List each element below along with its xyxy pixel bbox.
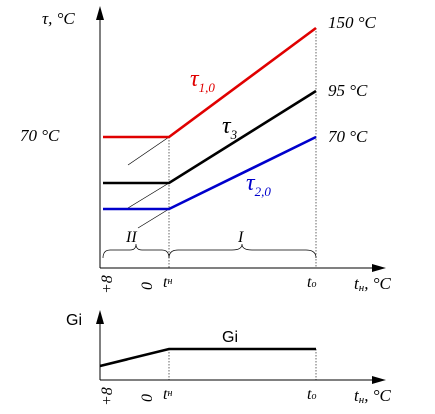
zone-2-brace — [102, 243, 170, 259]
top-x-axis-label: tн, °C — [354, 274, 392, 294]
zone-1-brace — [168, 243, 317, 259]
top-x-axis-label-unit: , °C — [364, 274, 391, 293]
tau2-curve — [103, 135, 317, 211]
bottom-chart: Gі Gі +8 0 tн tо tн, °C — [66, 310, 392, 406]
top-tick-zero: 0 — [139, 282, 156, 290]
top-x-axis-label-sub: н — [359, 282, 365, 294]
left-70c-label: 70 °C — [20, 126, 60, 145]
bottom-y-axis-arrow — [96, 310, 104, 324]
zone-2-label: II — [125, 229, 137, 246]
top-tick-tn: tн — [163, 274, 172, 291]
bottom-x-axis-label-unit: , °C — [364, 386, 391, 405]
tau3-label-sub: 3 — [230, 127, 238, 142]
bottom-x-axis-arrow — [372, 376, 386, 384]
bottom-x-axis-label: tн, °C — [354, 386, 392, 406]
tau3-label: τ3 — [222, 113, 238, 142]
right-label-150c: 150 °C — [328, 13, 377, 32]
tau1-label-sub: 1,0 — [199, 80, 216, 95]
tau1-label: τ1,0 — [190, 66, 215, 95]
bottom-tick-to-sub: о — [311, 391, 316, 402]
tau2-extrapolation — [137, 208, 170, 229]
zone-1-label: I — [237, 229, 244, 246]
top-tick-to: tо — [307, 274, 316, 291]
flow-curve-label: Gі — [222, 329, 238, 346]
top-tick-tn-base: t — [163, 274, 168, 291]
flow-curve — [99, 347, 316, 368]
tau3-label-symbol: τ — [222, 113, 232, 139]
top-tick-to-sub: о — [311, 279, 316, 290]
bottom-tick-tn: tн — [163, 386, 172, 403]
tau3-extrapolation — [127, 182, 170, 209]
bottom-tick-to-base: t — [307, 386, 312, 403]
top-x-axis-label-base: t — [354, 274, 360, 293]
top-x-axis-arrow — [372, 264, 386, 272]
top-chart: τ, °C 70 °C 150 °C 95 °C 70 °C τ1,0 τ3 τ… — [20, 6, 392, 294]
bottom-x-axis-label-sub: н — [359, 394, 365, 406]
bottom-tick-to: tо — [307, 386, 316, 403]
tau3-curve — [103, 89, 317, 185]
top-tick-to-base: t — [307, 274, 312, 291]
right-label-95c: 95 °C — [328, 81, 368, 100]
tau2-label-sub: 2,0 — [255, 184, 272, 199]
top-tick-tn-sub: н — [167, 276, 172, 287]
bottom-tick-plus8: +8 — [99, 387, 116, 406]
tau2-label-symbol: τ — [246, 170, 256, 196]
right-label-70c: 70 °C — [328, 127, 368, 146]
tau1-extrapolation — [127, 136, 170, 166]
bottom-y-axis-label: Gі — [66, 312, 82, 329]
tau2-label: τ2,0 — [246, 170, 271, 199]
top-y-axis-arrow — [96, 6, 104, 20]
bottom-tick-tn-base: t — [163, 386, 168, 403]
bottom-tick-zero: 0 — [139, 394, 156, 402]
top-y-axis-label: τ, °C — [42, 9, 75, 28]
top-tick-plus8: +8 — [99, 275, 116, 294]
tau1-curve — [103, 26, 317, 139]
tau1-label-symbol: τ — [190, 66, 200, 92]
bottom-x-axis-label-base: t — [354, 386, 360, 405]
bottom-tick-tn-sub: н — [167, 388, 172, 399]
